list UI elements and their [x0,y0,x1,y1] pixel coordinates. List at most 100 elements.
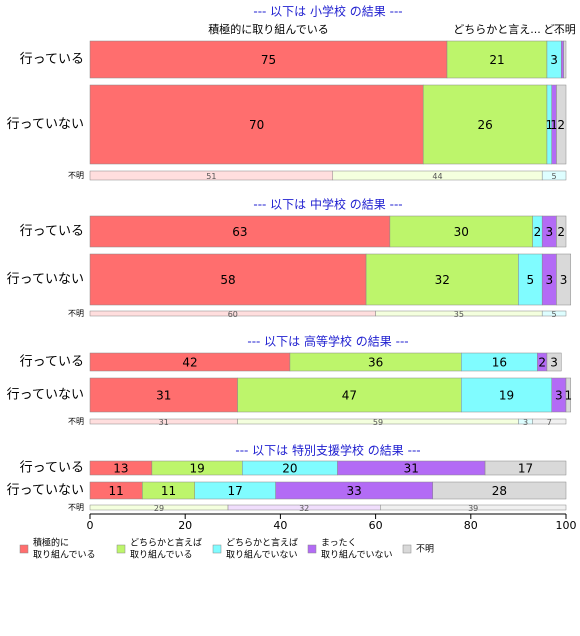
value-label: 35 [454,310,464,319]
bar-segment [446,40,548,79]
value-label: 31 [404,462,419,476]
value-label: 17 [518,462,533,476]
legend-label: 取り組んでいない [226,549,298,561]
value-label: 31 [159,418,169,427]
x-tick-label: 0 [87,519,94,532]
x-tick-label: 40 [273,519,287,532]
bar-segment [546,352,562,372]
legend-swatch [402,544,412,554]
bar-segment [432,481,567,500]
value-label: 47 [342,389,357,403]
value-label: 39 [468,504,478,513]
value-label: 3 [546,273,554,287]
value-label: 5 [526,273,534,287]
legend-label: 取り組んでいない [321,549,393,561]
header-label: 不明 [554,23,576,36]
value-label: 59 [373,418,383,427]
value-label: 1 [565,389,573,403]
row-label: 不明 [68,171,84,180]
value-label: 20 [282,462,297,476]
value-label: 3 [550,356,558,370]
bar-segment [556,253,572,306]
bar-segment [89,215,391,248]
value-label: 5 [552,172,557,181]
bar-segment [563,40,567,79]
row-label: 不明 [68,503,84,512]
bar-segment [389,215,533,248]
header-label: 積極的に取り組んでいる [208,22,328,36]
x-tick-label: 80 [464,519,478,532]
value-label: 2 [557,118,565,132]
x-tick-label: 20 [178,519,192,532]
row-label: 行っていない [7,117,84,132]
bar-segment [89,84,424,165]
value-label: 2 [534,225,542,239]
header-label: ど... [543,23,565,36]
bar-segment [541,310,567,317]
legend-label: 不明 [416,544,434,555]
bar-segment [89,253,367,306]
bar-segment [541,170,567,181]
row-label: 行っていない [7,483,84,498]
value-label: 11 [109,484,124,498]
value-label: 5 [552,310,557,319]
row-label: 行っていない [7,388,84,403]
value-label: 19 [499,389,514,403]
value-label: 3 [523,418,528,427]
value-label: 60 [228,310,238,319]
value-label: 28 [492,484,507,498]
value-label: 19 [189,462,204,476]
value-label: 3 [560,273,568,287]
bar-segment [556,84,567,165]
x-tick-label: 60 [369,519,383,532]
legend-swatch [19,544,29,554]
row-label: 不明 [68,417,84,426]
legend-label: まったく [321,538,357,549]
value-label: 31 [156,389,171,403]
value-label: 42 [182,356,197,370]
value-label: 29 [154,504,164,513]
legend-label: どちらかと言えば [130,537,202,549]
value-label: 30 [454,225,469,239]
value-label: 36 [368,356,383,370]
legend-label: 取り組んでいる [130,549,193,561]
value-label: 70 [249,118,264,132]
value-label: 33 [347,484,362,498]
value-label: 3 [550,53,558,67]
value-label: 75 [261,53,276,67]
value-label: 7 [547,418,552,427]
bar-segment [556,215,567,248]
value-label: 3 [555,389,563,403]
bar-segment [532,418,567,425]
legend-swatch [307,544,317,554]
row-label: 行っている [20,52,84,67]
legend-swatch [212,544,222,554]
value-label: 21 [489,53,504,67]
panel-title: --- 以下は 高等学校 の結果 --- [247,334,408,349]
row-label: 行っている [20,224,84,239]
legend-label: 積極的に [33,537,69,549]
value-label: 1 [546,118,554,132]
bar-segment [365,253,519,306]
value-label: 63 [232,225,247,239]
value-label: 13 [113,462,128,476]
legend-swatch [116,544,126,554]
bar-segment [560,40,564,79]
bar-segment [237,377,462,413]
value-label: 32 [435,273,450,287]
value-label: 17 [228,484,243,498]
header-label: どちらかと言え... [453,23,541,36]
bar-segment [484,460,567,476]
value-label: 32 [299,504,309,513]
bar-segment [461,377,552,413]
value-label: 2 [538,356,546,370]
row-label: 行っている [20,355,84,370]
bar-segment [89,40,448,79]
panel-title: --- 以下は 特別支援学校 の結果 --- [235,443,420,458]
x-tick-label: 100 [556,519,577,532]
row-label: 不明 [68,309,84,318]
legend-label: 取り組んでいる [33,549,96,561]
bar-segment [380,504,567,511]
value-label: 44 [432,172,442,181]
